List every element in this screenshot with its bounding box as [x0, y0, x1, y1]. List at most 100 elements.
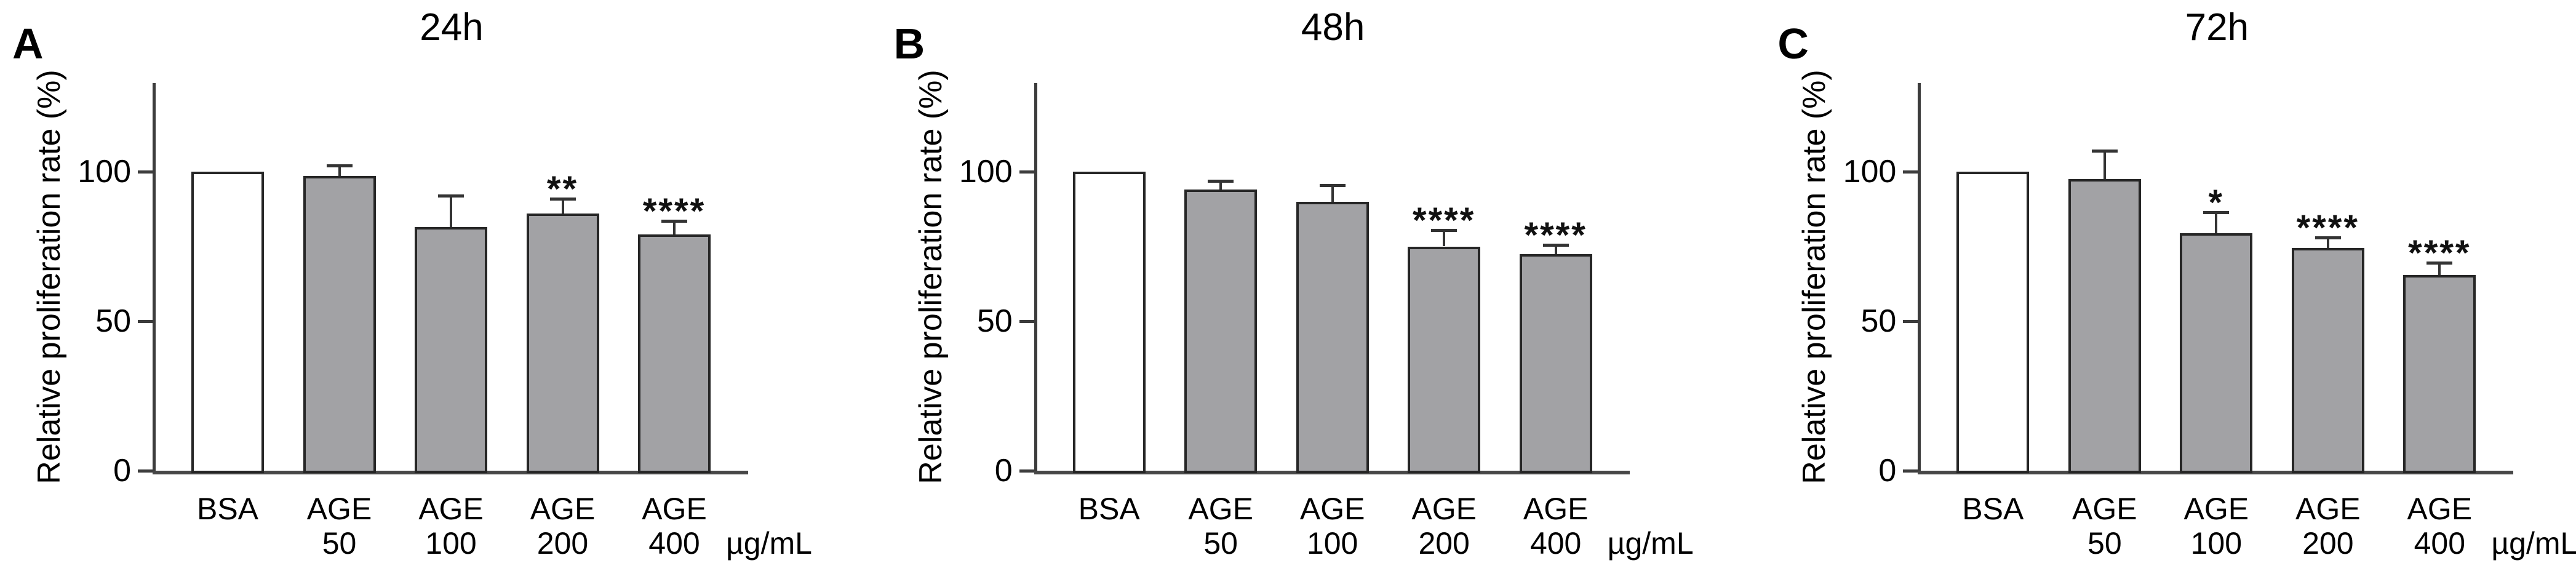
bar-age-400 — [1519, 254, 1592, 473]
unit-label: µg/mL — [726, 526, 812, 561]
significance-stars: **** — [642, 191, 706, 232]
y-tick-label: 100 — [78, 154, 131, 190]
error-bar-stem — [450, 195, 452, 227]
bar-age-50 — [1184, 190, 1258, 473]
x-tick-label-line2: 50 — [322, 526, 357, 561]
unit-label: µg/mL — [2491, 526, 2576, 561]
y-axis-label: Relative proliferation rate (%) — [31, 70, 67, 484]
chart-title: 72h — [2185, 6, 2249, 49]
x-tick-label-line1: AGE — [1188, 492, 1253, 526]
y-tick-label: 0 — [113, 453, 131, 489]
x-tick-label-line1: AGE — [2407, 492, 2473, 526]
bar-age-400 — [638, 234, 711, 473]
error-bar-stem — [2215, 212, 2218, 233]
error-bar-stem — [2326, 237, 2329, 248]
y-tick-label: 50 — [1860, 303, 1897, 339]
x-tick-label-line2: 50 — [1203, 526, 1238, 561]
unit-label: µg/mL — [1607, 526, 1694, 561]
y-tick-mark — [1903, 170, 1918, 174]
error-bar-cap — [2203, 210, 2230, 214]
bar-age-50 — [303, 176, 376, 473]
error-bar-stem — [561, 198, 564, 214]
error-bar-cap — [2091, 149, 2118, 153]
y-tick-mark — [1019, 170, 1034, 174]
x-tick-label-line2: 200 — [536, 526, 589, 561]
error-bar-cap — [2426, 262, 2453, 265]
significance-stars: **** — [1524, 215, 1587, 256]
error-bar-stem — [338, 166, 341, 177]
y-tick-mark — [138, 469, 153, 473]
y-tick-label: 0 — [1878, 453, 1897, 489]
x-tick-label-line1: AGE — [2072, 492, 2137, 526]
error-bar-stem — [1554, 245, 1557, 254]
y-tick-label: 50 — [95, 303, 131, 339]
error-bar-stem — [673, 221, 676, 235]
significance-stars: * — [2208, 182, 2225, 223]
x-tick-label-line2: 100 — [425, 526, 477, 561]
bar-age-100 — [415, 226, 487, 473]
error-bar-stem — [2103, 150, 2106, 180]
x-tick-label-line1: AGE — [306, 492, 372, 526]
error-bar-cap — [661, 220, 687, 223]
x-tick-label-line1: AGE — [1411, 492, 1477, 526]
significance-stars: **** — [2408, 233, 2471, 274]
x-tick-label-line2: 400 — [1529, 526, 1582, 561]
bar-age-100 — [1296, 201, 1369, 473]
y-axis-line — [1034, 83, 1037, 474]
y-axis-label: Relative proliferation rate (%) — [1796, 70, 1833, 484]
error-bar-cap — [549, 197, 576, 201]
error-bar-cap — [438, 194, 464, 198]
x-tick-label-line1: AGE — [642, 492, 707, 526]
bar-age-200 — [2291, 247, 2364, 473]
y-tick-label: 0 — [994, 453, 1013, 489]
error-bar-cap — [1208, 179, 1234, 183]
significance-stars: ** — [546, 169, 579, 209]
chart-title: 48h — [1301, 6, 1365, 49]
panel-letter: C — [1777, 20, 1809, 68]
y-tick-label: 100 — [1843, 154, 1897, 190]
x-tick-label-line1: BSA — [1962, 492, 2024, 526]
bar-age-200 — [526, 214, 599, 473]
y-tick-mark — [1019, 469, 1034, 473]
x-tick-label-line1: AGE — [2183, 492, 2249, 526]
x-tick-label-line1: AGE — [2295, 492, 2361, 526]
x-tick-label-line2: 200 — [2302, 526, 2354, 561]
bar-age-100 — [2180, 233, 2253, 473]
y-axis-label: Relative proliferation rate (%) — [912, 70, 949, 484]
y-axis-line — [153, 83, 156, 474]
y-tick-label: 100 — [959, 154, 1013, 190]
significance-stars: **** — [1413, 200, 1476, 241]
chart-title: 24h — [420, 6, 484, 49]
x-tick-label-line2: 400 — [648, 526, 700, 561]
x-tick-label-line2: 100 — [2190, 526, 2243, 561]
x-tick-label-line2: 200 — [1418, 526, 1470, 561]
error-bar-stem — [1331, 185, 1334, 202]
y-tick-mark — [1903, 320, 1918, 323]
chart-panel-c: C 72h Relative proliferation rate (%) 0 50 10… — [1717, 0, 2576, 563]
bar-age-400 — [2403, 274, 2476, 473]
error-bar-cap — [1542, 244, 1569, 247]
x-tick-label-line1: AGE — [1299, 492, 1365, 526]
x-tick-label-line2: 50 — [2088, 526, 2122, 561]
y-axis-line — [1918, 83, 1921, 474]
significance-stars: **** — [2296, 207, 2359, 248]
y-tick-mark — [138, 320, 153, 323]
error-bar-cap — [2315, 236, 2341, 239]
x-tick-label-line2: 400 — [2414, 526, 2466, 561]
x-tick-label-line2: 100 — [1306, 526, 1358, 561]
x-tick-label-line1: AGE — [530, 492, 596, 526]
error-bar-cap — [1319, 183, 1346, 187]
error-bar-stem — [1443, 230, 1446, 247]
bar-age-50 — [2068, 179, 2141, 473]
error-bar-cap — [326, 164, 353, 168]
x-tick-label-line1: BSA — [1078, 492, 1140, 526]
x-tick-label-line1: AGE — [1523, 492, 1589, 526]
bar-bsa — [1072, 172, 1146, 473]
bar-bsa — [1956, 172, 2030, 473]
panel-letter: B — [893, 20, 925, 68]
chart-panel-a: A 24h Relative proliferation rate (%) 0 50 10… — [0, 0, 859, 563]
bar-bsa — [191, 172, 264, 473]
x-tick-label-line1: AGE — [418, 492, 484, 526]
error-bar-cap — [1431, 228, 1457, 232]
